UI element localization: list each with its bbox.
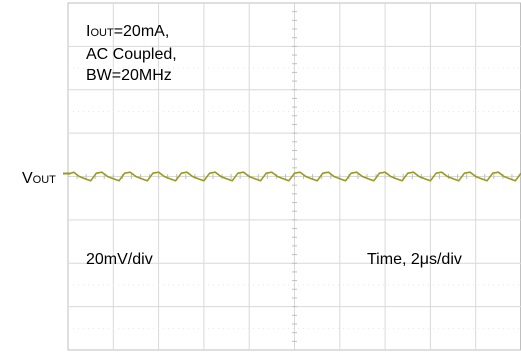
time-scale-label: Time, 2μs/div (367, 251, 462, 268)
bandwidth-label: BW=20MHz (86, 67, 172, 84)
vout-channel-label: VOUT (22, 170, 56, 187)
scope-grid (67, 2, 521, 351)
test-conditions: IOUT=20mA, AC Coupled, BW=20MHz (86, 21, 177, 86)
vertical-scale-label: 20mV/div (86, 251, 153, 268)
iout-label: IOUT=20mA, (86, 23, 170, 40)
vout-ripple-trace (67, 171, 521, 182)
coupling-label: AC Coupled, (86, 46, 177, 63)
